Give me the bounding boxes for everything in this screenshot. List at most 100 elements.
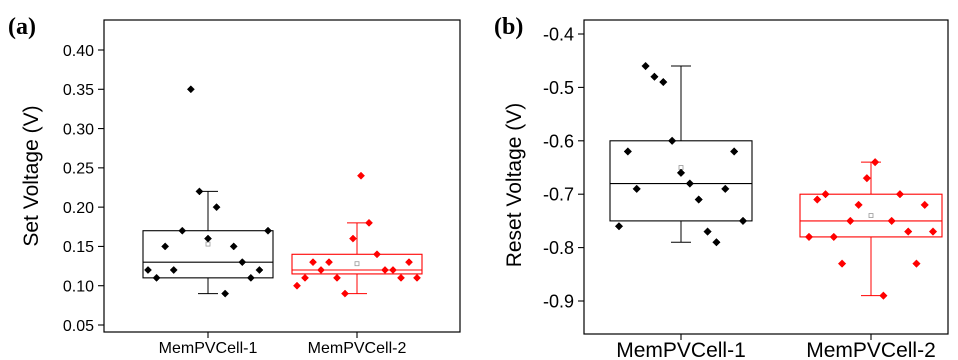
data-point xyxy=(229,242,238,251)
data-point xyxy=(650,72,659,81)
x-tick-label: MemPVCell-1 xyxy=(616,339,746,360)
mean-marker xyxy=(354,261,360,267)
box-iqr xyxy=(609,140,753,222)
y-tick-label: -0.9 xyxy=(543,291,574,311)
x-tick-label: MemPVCell-2 xyxy=(308,340,407,357)
data-point xyxy=(703,227,712,236)
data-point xyxy=(301,273,309,282)
box-2 xyxy=(799,158,943,300)
box-iqr xyxy=(142,230,274,279)
data-point xyxy=(152,273,161,282)
data-point xyxy=(413,273,421,282)
panel-a: (a) Set Voltage (V) 0.05 0.10 0.15 0.20 0.25… xyxy=(8,14,461,357)
data-point xyxy=(920,200,929,210)
data-point xyxy=(221,289,230,298)
y-tick-label: -0.8 xyxy=(543,238,574,258)
data-point xyxy=(341,289,349,298)
data-point xyxy=(632,184,641,194)
panel-a-label: (a) xyxy=(8,14,36,40)
data-point xyxy=(623,147,633,156)
data-point xyxy=(293,281,301,290)
mean-marker xyxy=(868,213,874,218)
data-point xyxy=(685,179,695,188)
y-tick-label: 0.40 xyxy=(63,43,94,60)
x-tick-label: MemPVCell-1 xyxy=(159,340,258,357)
data-point xyxy=(676,168,686,177)
panel-a-y-axis: 0.05 0.10 0.15 0.20 0.25 0.30 0.35 0.40 xyxy=(63,43,104,335)
panel-a-x-axis: MemPVCell-1 MemPVCell-2 xyxy=(159,332,407,357)
data-point xyxy=(641,61,650,71)
data-point xyxy=(169,266,178,274)
data-point xyxy=(238,258,247,267)
data-point xyxy=(667,136,677,145)
data-point xyxy=(178,226,187,235)
data-point xyxy=(694,195,703,204)
panel-b-y-axis: -0.9 -0.8 -0.7 -0.6 -0.5 -0.4 xyxy=(543,24,584,311)
panel-a-boxes xyxy=(142,85,423,298)
y-tick-label: -0.4 xyxy=(543,24,574,44)
data-point xyxy=(264,226,272,235)
data-point xyxy=(879,291,888,300)
data-point xyxy=(373,250,381,259)
data-point xyxy=(837,259,847,268)
data-point xyxy=(381,266,389,274)
panel-b: (b) Reset Voltage (V) -0.9-0.8-0.7-0.6-0… xyxy=(494,14,949,360)
box-iqr xyxy=(799,193,943,238)
data-point xyxy=(255,266,264,274)
y-tick-label: -0.5 xyxy=(543,78,574,98)
data-point xyxy=(813,195,822,204)
panel-b-boxes xyxy=(609,61,943,300)
box-iqr xyxy=(291,253,423,275)
data-point xyxy=(161,242,170,251)
data-point xyxy=(721,184,730,194)
panel-b-label: (b) xyxy=(494,14,523,40)
data-point xyxy=(397,273,405,282)
box-1 xyxy=(142,85,274,298)
data-point xyxy=(912,259,921,268)
panel-b-ylabel: Reset Voltage (V) xyxy=(503,103,526,268)
data-point xyxy=(309,258,317,267)
data-point xyxy=(821,190,830,199)
data-point xyxy=(887,216,896,226)
y-tick-label: 0.05 xyxy=(63,318,94,335)
data-point xyxy=(904,227,913,236)
data-point xyxy=(862,174,872,183)
panel-a-ylabel: Set Voltage (V) xyxy=(20,105,43,246)
x-tick-label: MemPVCell-2 xyxy=(806,339,936,360)
data-point xyxy=(317,266,325,274)
data-point xyxy=(712,238,721,247)
data-point xyxy=(246,273,255,282)
panel-b-x-axis: MemPVCell-1 MemPVCell-2 xyxy=(616,334,936,360)
data-point xyxy=(804,232,814,242)
data-point xyxy=(357,171,365,180)
panel-a-plot-frame xyxy=(103,19,461,333)
data-point xyxy=(204,234,212,243)
y-tick-label: -0.7 xyxy=(543,185,574,205)
data-point xyxy=(405,258,413,267)
y-tick-label: 0.30 xyxy=(63,121,94,138)
data-point xyxy=(729,147,739,156)
panel-b-plot-frame xyxy=(583,19,949,335)
data-point xyxy=(365,218,373,227)
y-tick-label: 0.15 xyxy=(63,239,94,256)
y-tick-label: 0.10 xyxy=(63,278,94,295)
data-point xyxy=(738,216,748,226)
y-tick-label: -0.6 xyxy=(543,131,574,151)
data-point xyxy=(144,266,152,274)
data-point xyxy=(195,187,204,196)
data-point xyxy=(659,77,668,87)
data-point xyxy=(854,200,863,210)
data-point xyxy=(614,222,624,231)
data-point xyxy=(325,258,333,267)
data-point xyxy=(349,234,357,243)
data-point xyxy=(895,190,905,199)
data-point xyxy=(333,273,341,282)
y-tick-label: 0.25 xyxy=(63,161,94,178)
data-point xyxy=(212,203,221,212)
y-tick-label: 0.20 xyxy=(63,200,94,217)
box-2 xyxy=(291,171,423,298)
data-point xyxy=(389,266,397,274)
data-point xyxy=(928,227,938,236)
data-point xyxy=(186,85,195,94)
